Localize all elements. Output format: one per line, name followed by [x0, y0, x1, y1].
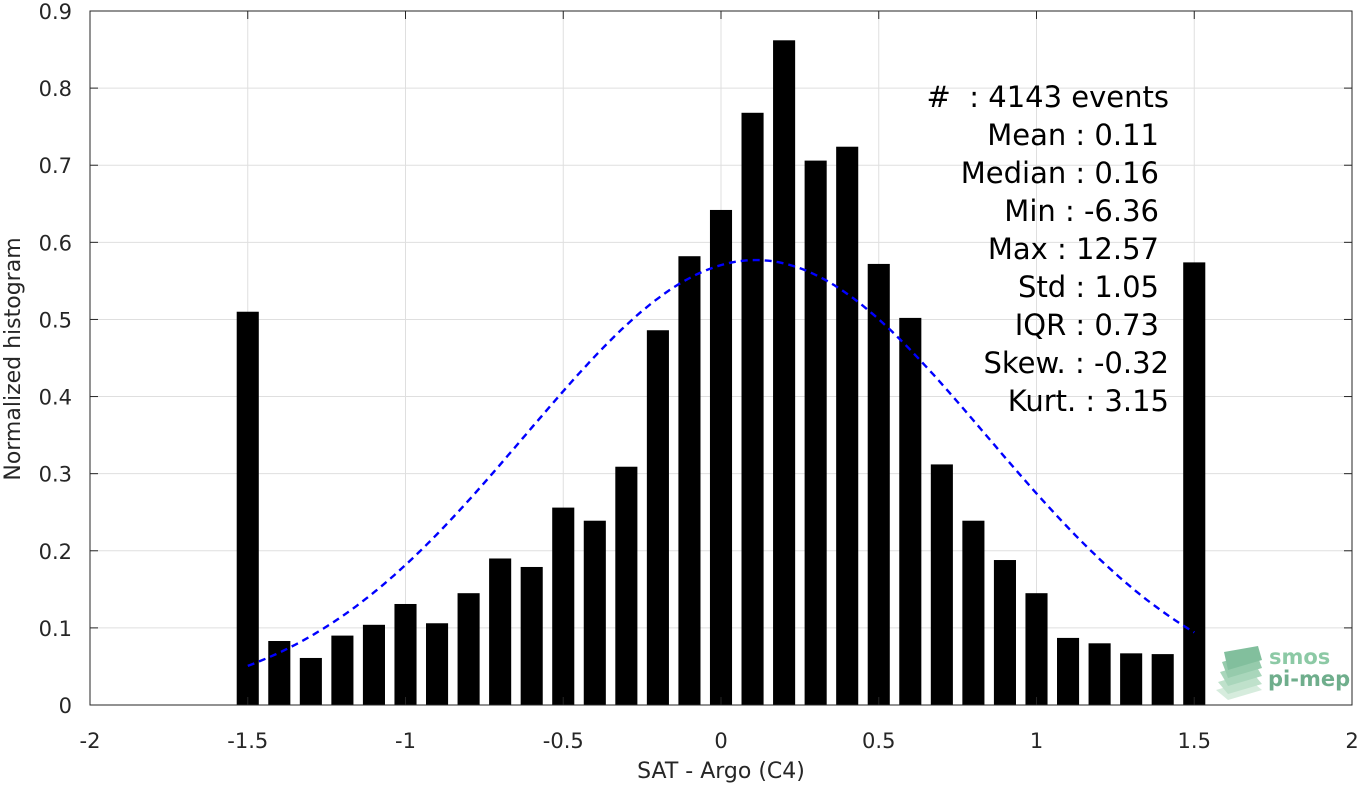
stats-iqr: IQR : 0.73: [1015, 308, 1159, 342]
histogram-bar-25: [1025, 593, 1048, 705]
histogram-bar-21: [899, 317, 922, 705]
histogram-bar-19: [836, 146, 859, 705]
bars-layer: [236, 40, 1206, 706]
histogram-bar-17: [773, 40, 796, 705]
histogram-bar-12: [615, 466, 638, 705]
stats-skew: Skew. : -0.32: [983, 346, 1169, 380]
histogram-bar-28: [1120, 653, 1143, 705]
y-tick-label-5: 0.5: [39, 308, 72, 332]
histogram-bar-6: [426, 623, 449, 705]
histogram-bar-23: [962, 520, 985, 705]
histogram-bar-3: [331, 635, 354, 705]
stats-median: Median : 0.16: [961, 156, 1159, 190]
stats-events: # : 4143 events: [927, 80, 1169, 114]
smos-pi-mep-logo: smos pi-mep: [1216, 645, 1350, 700]
histogram-bar-29: [1151, 654, 1174, 705]
y-tick-label-3: 0.3: [39, 463, 72, 487]
stats-min: Min : -6.36: [1004, 194, 1159, 228]
histogram-bar-5: [394, 603, 417, 705]
y-tick-label-0: 0: [59, 694, 72, 718]
histogram-bar-14: [678, 256, 701, 705]
y-tick-label-8: 0.8: [39, 77, 72, 101]
gaussian-fit-curve: [247, 258, 1195, 668]
histogram-bar-22: [930, 464, 953, 705]
x-tick-label-6: 1: [1030, 729, 1043, 753]
x-tick-label-8: 2: [1345, 729, 1358, 753]
y-tick-label-1: 0.1: [39, 617, 72, 641]
y-tick-label-6: 0.6: [39, 231, 72, 255]
stats-max: Max : 12.57: [988, 232, 1159, 266]
x-tick-label-7: 1.5: [1178, 729, 1211, 753]
histogram-bar-2: [299, 657, 322, 705]
x-axis-label: SAT - Argo (C4): [637, 759, 805, 784]
histogram-bar-24: [993, 560, 1016, 705]
y-tick-label-7: 0.7: [39, 154, 72, 178]
histogram-bar-26: [1057, 637, 1080, 705]
axes-layer: [89, 10, 1353, 706]
histogram-bar-8: [489, 558, 512, 705]
x-tick-label-4: 0: [714, 729, 727, 753]
x-tick-label-0: -2: [80, 729, 101, 753]
y-tick-label-9: 0.9: [39, 0, 72, 24]
histogram-bar-7: [457, 593, 480, 705]
stats-mean: Mean : 0.11: [987, 118, 1159, 152]
histogram-bar-0: [236, 311, 259, 705]
histogram-bar-4: [362, 624, 385, 705]
histogram-bar-20: [867, 263, 890, 705]
stats-kurt: Kurt. : 3.15: [1008, 384, 1169, 418]
logo-text-pi-mep: pi-mep: [1268, 667, 1350, 691]
x-tick-label-3: -0.5: [543, 729, 584, 753]
histogram-bar-18: [804, 160, 827, 705]
stats-annotation: # : 4143 events Mean : 0.11 Median : 0.1…: [927, 80, 1169, 418]
stats-std: Std : 1.05: [1018, 270, 1159, 304]
histogram-bar-1: [268, 640, 291, 705]
y-axis-label: Normalized histogram: [1, 237, 26, 480]
histogram-bar-16: [741, 112, 764, 705]
y-tick-label-4: 0.4: [39, 386, 72, 410]
histogram-bar-13: [646, 330, 669, 705]
x-tick-label-2: -1: [395, 729, 416, 753]
x-tick-label-1: -1.5: [227, 729, 268, 753]
x-tick-label-5: 0.5: [862, 729, 895, 753]
logo-text-smos: smos: [1269, 645, 1330, 669]
histogram-bar-27: [1088, 643, 1111, 705]
histogram-bar-15: [709, 209, 733, 706]
fit-curve-layer: [247, 258, 1195, 668]
tick-labels-layer: -2 -1.5 -1 -0.5 0 0.5 1 1.5 2 0 0.1 0.2 0.3 0.4 0.5 0.6…: [39, 0, 1359, 753]
logo-wave-icon: [1216, 646, 1262, 700]
y-tick-label-2: 0.2: [39, 540, 72, 564]
histogram-bar-9: [520, 566, 543, 705]
histogram-bar-30: [1183, 262, 1206, 705]
histogram-bar-11: [583, 520, 606, 705]
histogram-bar-10: [552, 507, 575, 705]
